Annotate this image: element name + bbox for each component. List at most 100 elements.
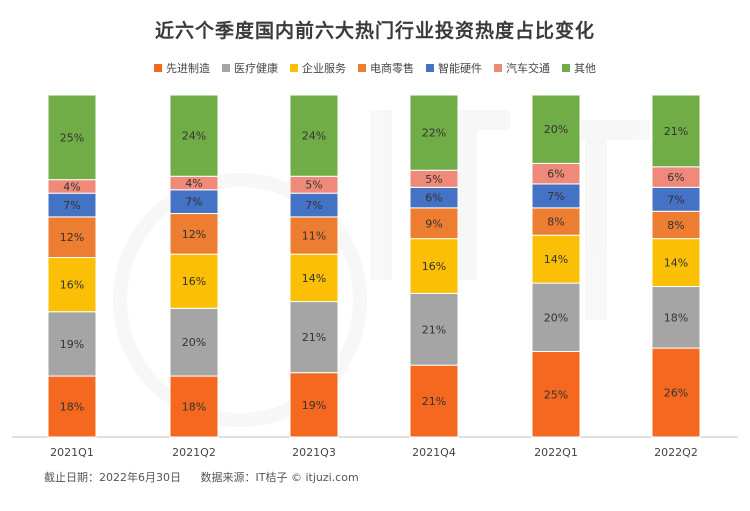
data-label: 9%: [425, 217, 442, 230]
bar-segment: [651, 94, 701, 168]
data-label: 7%: [547, 190, 564, 203]
data-label: 21%: [422, 395, 446, 408]
data-label: 25%: [60, 131, 84, 144]
legend-swatch: [290, 64, 298, 72]
bar-segment: [47, 311, 97, 377]
legend-swatch: [154, 64, 162, 72]
legend-label: 医疗健康: [234, 62, 278, 75]
legend-item: 汽车交通: [494, 60, 550, 76]
data-label: 7%: [63, 199, 80, 212]
legend-item: 企业服务: [290, 60, 346, 76]
bar-segment: [169, 253, 219, 309]
legend-item: 电商零售: [358, 60, 414, 76]
x-tick-label: 2021Q4: [412, 446, 456, 459]
legend-label: 企业服务: [302, 62, 346, 75]
data-label: 4%: [63, 180, 80, 193]
bar-segment: [289, 94, 339, 177]
bar-segment: [169, 307, 219, 377]
chart-title: 近六个季度国内前六大热门行业投资热度占比变化: [154, 20, 595, 42]
bar-segment: [409, 207, 459, 240]
bar-segment: [651, 210, 701, 240]
bar-segment: [47, 94, 97, 181]
bar-segment: [531, 207, 581, 236]
legend-swatch: [426, 64, 434, 72]
data-label: 24%: [182, 130, 206, 143]
data-label: 24%: [302, 130, 326, 143]
data-label: 16%: [422, 260, 446, 273]
chart-footer: 截止日期：2022年6月30日 数据来源：IT桔子 © itjuzi.com: [44, 469, 359, 485]
legend-swatch: [562, 64, 570, 72]
data-label: 14%: [664, 257, 688, 270]
data-label: 25%: [544, 388, 568, 401]
x-tick-label: 2021Q2: [172, 446, 216, 459]
legend-swatch: [358, 64, 366, 72]
data-label: 26%: [664, 387, 688, 400]
chart-legend: 先进制造 医疗健康 企业服务 电商零售 智能硬件 汽车交通 其他: [0, 60, 750, 76]
bar-segment: [169, 94, 219, 177]
data-label: 6%: [667, 171, 684, 184]
bar-segment: [409, 94, 459, 171]
legend-label: 汽车交通: [506, 62, 550, 75]
legend-swatch: [494, 64, 502, 72]
data-label: 21%: [302, 331, 326, 344]
bar-segment: [289, 372, 339, 438]
data-label: 14%: [302, 272, 326, 285]
data-label: 18%: [60, 401, 84, 414]
bar-segment: [651, 286, 701, 349]
legend-item: 医疗健康: [222, 60, 278, 76]
x-tick-label: 2022Q1: [534, 446, 578, 459]
bar-segment: [531, 94, 581, 164]
data-label: 7%: [185, 196, 202, 209]
data-label: 22%: [422, 127, 446, 140]
data-label: 20%: [544, 123, 568, 136]
x-tick-label: 2022Q2: [654, 446, 698, 459]
legend-item: 智能硬件: [426, 60, 482, 76]
legend-item: 其他: [562, 60, 596, 76]
bar-segment: [289, 301, 339, 374]
x-tick-label: 2021Q3: [292, 446, 336, 459]
data-label: 6%: [425, 192, 442, 205]
footer-source: 数据来源：IT桔子 © itjuzi.com: [200, 471, 359, 484]
bar-segment: [47, 216, 97, 259]
legend-label: 电商零售: [370, 62, 414, 75]
data-label: 18%: [182, 401, 206, 414]
data-label: 16%: [182, 275, 206, 288]
data-label: 12%: [60, 231, 84, 244]
data-label: 8%: [667, 219, 684, 232]
footer-date: 截止日期：2022年6月30日: [44, 471, 181, 484]
bar-segment: [289, 253, 339, 303]
data-label: 14%: [544, 253, 568, 266]
data-label: 21%: [664, 125, 688, 138]
data-label: 5%: [425, 173, 442, 186]
bar-segment: [47, 375, 97, 438]
data-label: 7%: [667, 193, 684, 206]
legend-swatch: [222, 64, 230, 72]
legend-label: 先进制造: [166, 62, 210, 75]
legend-item: 先进制造: [154, 60, 210, 76]
bar-segment: [409, 292, 459, 366]
bar-segment: [651, 238, 701, 288]
bar-segment: [169, 213, 219, 255]
data-label: 8%: [547, 216, 564, 229]
data-label: 5%: [305, 179, 322, 192]
legend-label: 其他: [574, 62, 596, 75]
data-label: 20%: [544, 311, 568, 324]
data-label: 20%: [182, 336, 206, 349]
data-label: 19%: [302, 399, 326, 412]
bar-segment: [169, 375, 219, 438]
data-label: 19%: [60, 338, 84, 351]
legend-label: 智能硬件: [438, 62, 482, 75]
x-tick-label: 2021Q1: [50, 446, 94, 459]
data-label: 16%: [60, 279, 84, 292]
data-label: 6%: [547, 168, 564, 181]
bar-segment: [289, 216, 339, 255]
bar-segment: [409, 238, 459, 294]
data-label: 12%: [182, 228, 206, 241]
data-label: 21%: [422, 323, 446, 336]
data-label: 4%: [185, 177, 202, 190]
data-label: 7%: [305, 199, 322, 212]
data-label: 11%: [302, 230, 326, 243]
data-label: 18%: [664, 311, 688, 324]
